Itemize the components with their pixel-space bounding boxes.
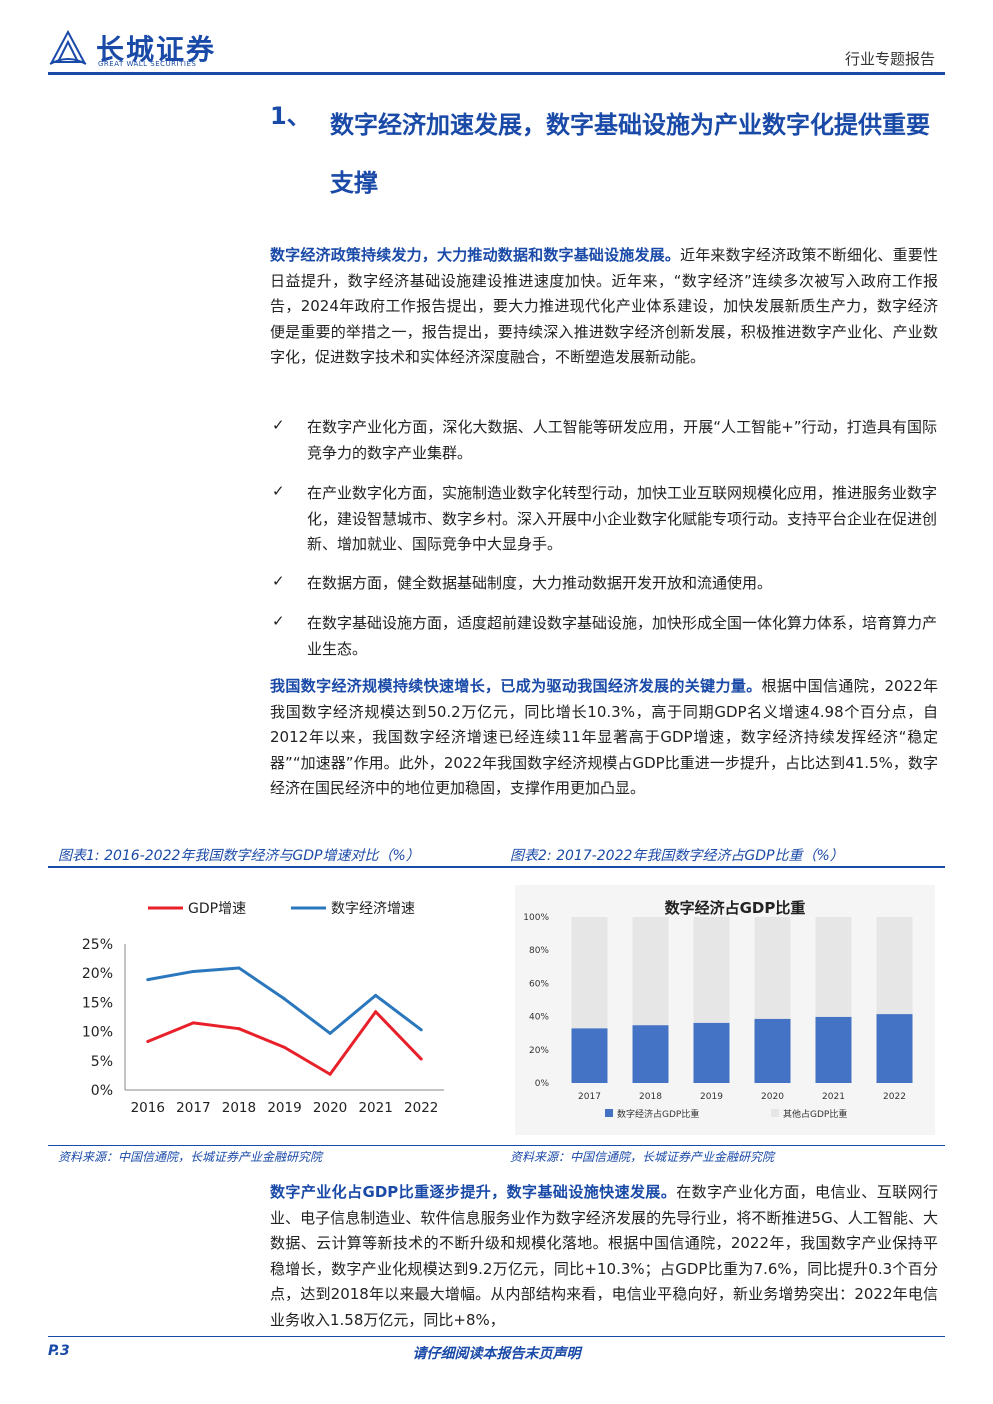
bar-other bbox=[754, 917, 791, 1019]
paragraph-body: 在数字产业化方面，电信业、互联网行业、电子信息制造业、软件信息服务业作为数字经济… bbox=[270, 1183, 938, 1329]
data-point bbox=[283, 1045, 286, 1049]
bullet-item: 在产业数字化方面，实施制造业数字化转型行动，加快工业互联网规模化应用，推进服务业… bbox=[307, 484, 938, 553]
paragraph-lead: 我国数字经济规模持续快速增长，已成为驱动我国经济发展的关键力量。 bbox=[270, 677, 762, 695]
logo-english-text: GREAT WALL SECURITIES bbox=[98, 60, 197, 68]
paragraph-policy: 数字经济政策持续发力，大力推动数据和数字基础设施发展。近年来数字经济政策不断细化… bbox=[270, 243, 938, 371]
legend-swatch bbox=[771, 1109, 779, 1117]
y-tick-label: 40% bbox=[529, 1013, 549, 1023]
section-title: 数字经济加速发展，数字基础设施为产业数字化提供重要支撑 bbox=[330, 111, 930, 197]
section-number: 1、 bbox=[270, 102, 311, 130]
checkmark-icon: ✓ bbox=[272, 572, 285, 590]
paragraph-body: 近年来数字经济政策不断细化、重要性日益提升，数字经济基础设施建设推进速度加快。近… bbox=[270, 246, 938, 366]
paragraph-industrialization: 数字产业化占GDP比重逐步提升，数字基础设施快速发展。在数字产业化方面，电信业、… bbox=[270, 1180, 938, 1333]
x-tick-label: 2020 bbox=[313, 1100, 347, 1116]
legend-label: GDP增速 bbox=[188, 901, 246, 917]
bar-digital bbox=[571, 1028, 608, 1083]
data-point bbox=[374, 993, 378, 997]
bullet-item: 在数据方面，健全数据基础制度，大力推动数据开发开放和流通使用。 bbox=[307, 574, 773, 592]
checkmark-icon: ✓ bbox=[272, 612, 285, 630]
bar-other bbox=[632, 917, 669, 1026]
legend-label: 其他占GDP比重 bbox=[783, 1108, 847, 1120]
data-point bbox=[146, 1040, 150, 1044]
y-tick-label: 20% bbox=[82, 966, 113, 982]
digital-share-of-gdp-chart: 数字经济占GDP比重 0% 20% 40% 60% 80% 100% 2017 2018 2019… bbox=[515, 885, 935, 1135]
page-number: P.3 bbox=[48, 1343, 70, 1359]
figure1-source: 资料来源：中国信通院，长城证券产业金融研究院 bbox=[58, 1150, 323, 1164]
bar-other bbox=[693, 917, 730, 1023]
x-tick-label: 2017 bbox=[578, 1092, 601, 1102]
legend-swatch bbox=[605, 1109, 613, 1117]
header-divider bbox=[48, 72, 945, 75]
checkmark-icon: ✓ bbox=[272, 482, 285, 500]
footer-divider bbox=[48, 1336, 945, 1337]
bar-digital bbox=[876, 1014, 913, 1083]
gdp-vs-digital-growth-chart: 0% 5% 10% 15% 20% 25% 2016 2017 2018 2019 2020 2021… bbox=[82, 901, 444, 1116]
x-tick-label: 2017 bbox=[176, 1100, 210, 1116]
paragraph-lead: 数字产业化占GDP比重逐步提升，数字基础设施快速发展。 bbox=[270, 1183, 677, 1201]
data-point bbox=[374, 1010, 378, 1014]
report-type: 行业专题报告 bbox=[844, 50, 935, 68]
bar-digital bbox=[815, 1016, 852, 1083]
figure2-source: 资料来源：中国信通院，长城证券产业金融研究院 bbox=[510, 1150, 775, 1164]
figure1-caption: 图表1: 2016-2022年我国数字经济与GDP增速对比（%） bbox=[58, 848, 420, 864]
y-tick-label: 0% bbox=[91, 1083, 113, 1099]
data-point bbox=[419, 1057, 423, 1061]
x-tick-label: 2019 bbox=[267, 1100, 301, 1116]
y-tick-label: 60% bbox=[529, 979, 549, 989]
y-tick-label: 25% bbox=[82, 937, 113, 953]
bullet-item: 在数字产业化方面，深化大数据、人工智能等研发应用，开展“人工智能+”行动，打造具… bbox=[307, 418, 937, 462]
data-point bbox=[419, 1028, 423, 1032]
data-point bbox=[146, 978, 150, 982]
x-tick-label: 2022 bbox=[883, 1092, 906, 1102]
y-tick-label: 10% bbox=[82, 1025, 113, 1041]
x-tick-label: 2019 bbox=[700, 1092, 723, 1102]
paragraph-scale: 我国数字经济规模持续快速增长，已成为驱动我国经济发展的关键力量。根据中国信通院，… bbox=[270, 674, 938, 802]
x-tick-label: 2018 bbox=[639, 1092, 662, 1102]
y-tick-label: 100% bbox=[523, 913, 549, 923]
x-tick-label: 2021 bbox=[358, 1100, 392, 1116]
data-point bbox=[191, 969, 195, 973]
paragraph-lead: 数字经济政策持续发力，大力推动数据和数字基础设施发展。 bbox=[270, 246, 681, 264]
data-point bbox=[283, 997, 286, 1001]
great-wall-logo-icon bbox=[49, 29, 87, 65]
figure-top-divider bbox=[48, 866, 945, 868]
x-tick-label: 2020 bbox=[761, 1092, 784, 1102]
bar-digital bbox=[632, 1025, 669, 1083]
y-tick-label: 0% bbox=[535, 1079, 550, 1089]
data-point bbox=[191, 1021, 195, 1025]
x-tick-label: 2016 bbox=[131, 1100, 165, 1116]
logo-text: 长城证券 bbox=[96, 33, 217, 66]
data-point bbox=[328, 1031, 332, 1035]
x-tick-label: 2022 bbox=[404, 1100, 438, 1116]
x-tick-label: 2018 bbox=[222, 1100, 256, 1116]
bar-other bbox=[815, 917, 852, 1017]
checkmark-icon: ✓ bbox=[272, 416, 285, 434]
y-tick-label: 15% bbox=[82, 995, 113, 1011]
paragraph-body: 根据中国信通院，2022年我国数字经济规模达到50.2万亿元，同比增长10.3%… bbox=[270, 677, 938, 797]
legend-label: 数字经济增速 bbox=[331, 901, 415, 917]
y-tick-label: 20% bbox=[529, 1046, 549, 1056]
data-point bbox=[237, 1027, 241, 1031]
bar-digital bbox=[693, 1022, 730, 1083]
y-tick-label: 80% bbox=[529, 946, 549, 956]
chart-title: 数字经济占GDP比重 bbox=[665, 899, 806, 917]
bar-other bbox=[876, 917, 913, 1015]
y-tick-label: 5% bbox=[91, 1054, 113, 1070]
bar-other bbox=[571, 917, 608, 1029]
footer-disclaimer: 请仔细阅读本报告末页声明 bbox=[412, 1346, 581, 1362]
series-line-1 bbox=[147, 1010, 423, 1076]
data-point bbox=[237, 966, 241, 970]
x-tick-label: 2021 bbox=[822, 1092, 845, 1102]
figure2-caption: 图表2: 2017-2022年我国数字经济占GDP比重（%） bbox=[510, 848, 844, 864]
legend-label: 数字经济占GDP比重 bbox=[617, 1108, 699, 1120]
data-point bbox=[328, 1072, 332, 1076]
figure-bottom-divider bbox=[48, 1145, 945, 1146]
bar-digital bbox=[754, 1018, 791, 1083]
bullet-item: 在数字基础设施方面，适度超前建设数字基础设施，加快形成全国一体化算力体系，培育算… bbox=[307, 614, 938, 658]
